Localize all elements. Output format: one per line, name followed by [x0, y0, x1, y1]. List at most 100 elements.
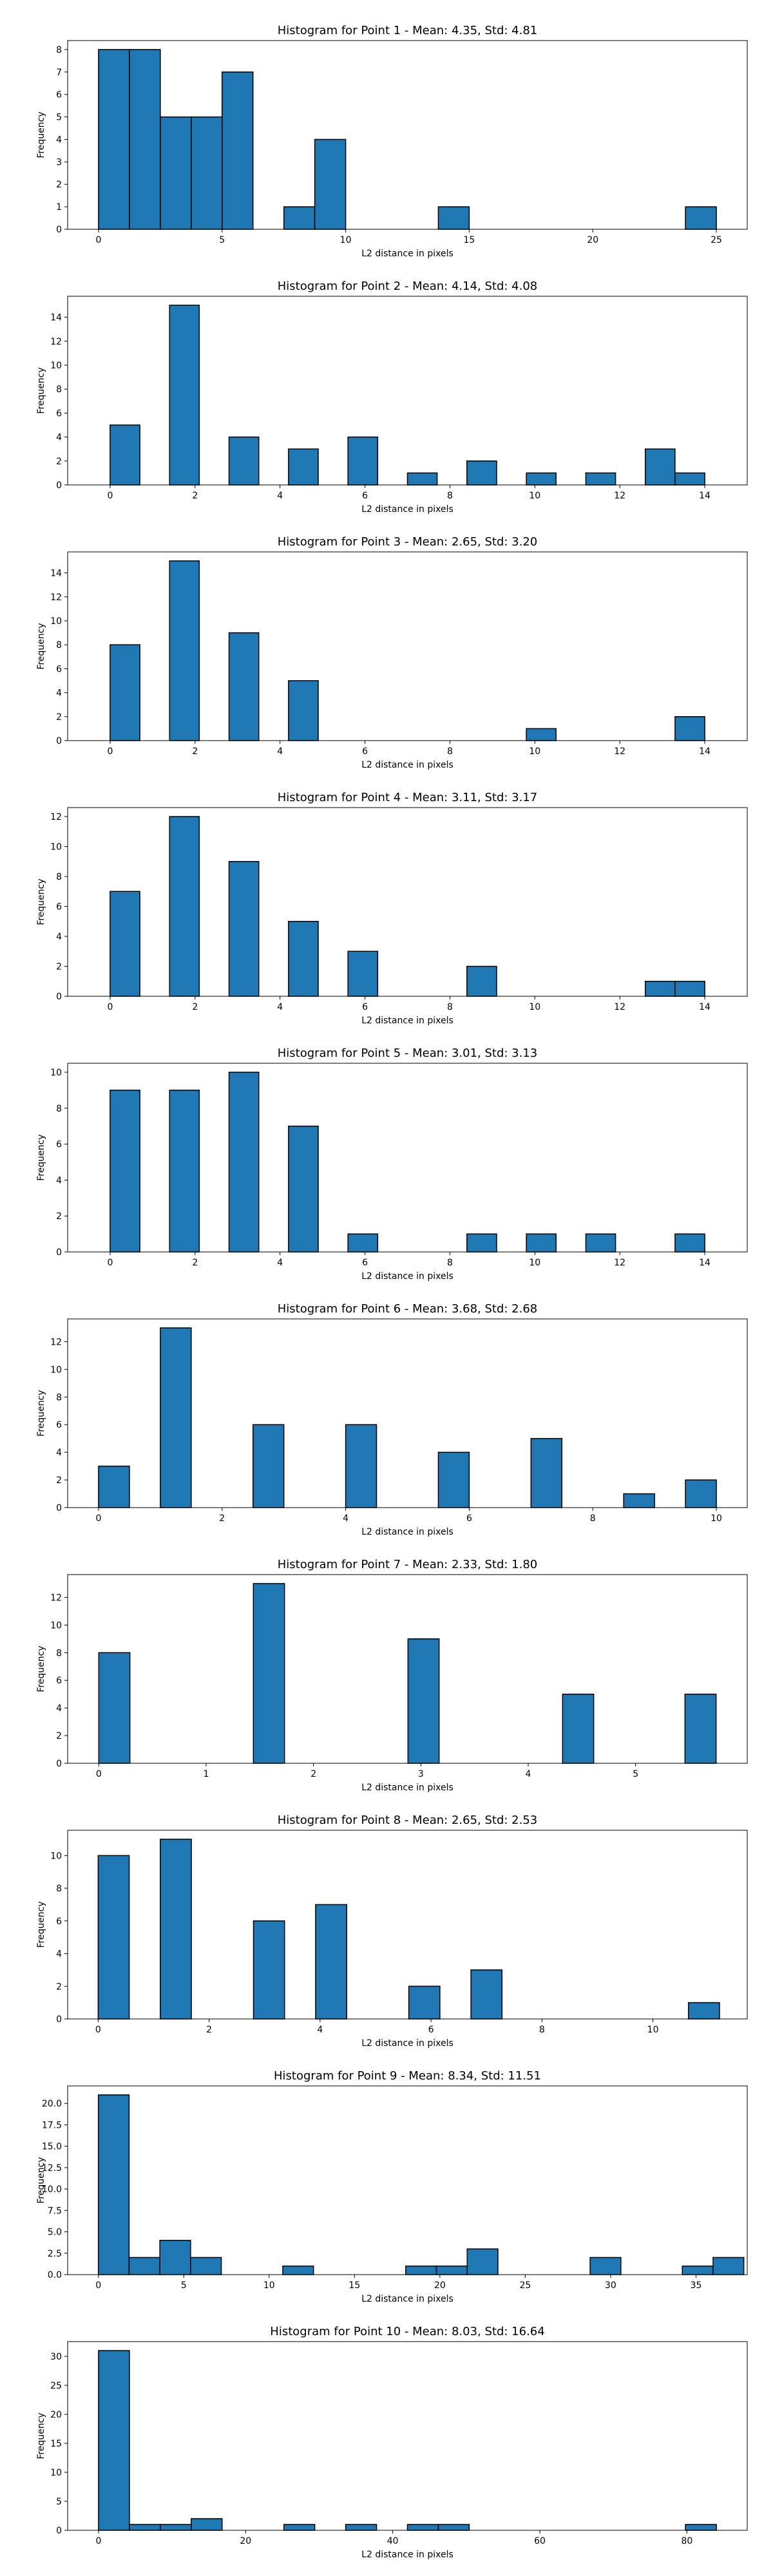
- x-tick-label: 3: [418, 1769, 424, 1779]
- axes-frame: [67, 40, 748, 230]
- x-tick-label: 0: [95, 2536, 101, 2546]
- histogram-bar: [685, 2524, 717, 2531]
- chart-panel-10: Histogram for Point 10 - Mean: 8.03, Std…: [36, 2325, 748, 2560]
- y-axis-label: Frequency: [36, 111, 46, 158]
- y-tick-label: 0: [56, 225, 62, 235]
- histogram-bar: [288, 680, 319, 741]
- histogram-bar: [253, 1583, 285, 1764]
- x-tick-label: 8: [447, 1002, 453, 1012]
- histogram-bar: [526, 728, 557, 741]
- histogram-bar: [347, 436, 379, 486]
- y-tick-label: 0: [56, 1759, 62, 1769]
- axes-frame: [67, 2085, 748, 2275]
- y-axis-label: Frequency: [36, 1901, 46, 1947]
- histogram-bar: [160, 116, 192, 230]
- y-tick-label: 0: [56, 1503, 62, 1513]
- chart-panel-1: Histogram for Point 1 - Mean: 4.35, Std:…: [36, 24, 748, 259]
- histogram-bar: [97, 2094, 130, 2275]
- y-tick-label: 6: [56, 902, 62, 912]
- chart-title: Histogram for Point 10 - Mean: 8.03, Std…: [270, 2325, 544, 2338]
- x-tick-label: 0: [107, 1002, 113, 1012]
- y-tick-label: 10: [50, 616, 62, 627]
- y-tick-label: 5: [56, 2497, 62, 2507]
- y-tick-label: 12.5: [42, 2163, 62, 2174]
- y-tick-label: 6: [56, 1420, 62, 1430]
- x-tick-label: 2: [192, 491, 198, 501]
- histogram-bar: [160, 1327, 192, 1508]
- histogram-bar: [190, 2257, 222, 2275]
- histogram-bar: [110, 1090, 140, 1253]
- histogram-bar: [129, 49, 161, 230]
- x-tick-label: 0: [95, 235, 101, 245]
- histogram-bar: [228, 436, 260, 486]
- histogram-bar: [283, 206, 316, 230]
- y-tick-label: 20: [50, 2410, 62, 2420]
- histogram-bar: [159, 2240, 191, 2275]
- x-tick-label: 10: [263, 2280, 275, 2291]
- x-tick-label: 4: [277, 1258, 283, 1268]
- x-tick-label: 12: [614, 1002, 625, 1012]
- histogram-bar: [191, 116, 223, 230]
- y-tick-label: 2: [56, 1475, 62, 1486]
- x-tick-label: 1: [204, 1769, 209, 1779]
- chart-title: Histogram for Point 4 - Mean: 3.11, Std:…: [278, 791, 538, 804]
- y-tick-label: 2: [56, 457, 62, 467]
- y-tick-label: 25: [50, 2381, 62, 2391]
- x-tick-label: 5: [219, 235, 225, 245]
- histogram-bar: [228, 860, 260, 997]
- x-tick-label: 25: [711, 235, 722, 245]
- histogram-bar: [98, 2350, 130, 2531]
- x-tick-label: 2: [192, 746, 198, 757]
- y-axis-label: Frequency: [36, 623, 46, 669]
- y-axis-label: Frequency: [36, 367, 46, 413]
- x-tick-label: 14: [699, 746, 711, 757]
- x-tick-label: 10: [529, 746, 540, 757]
- histogram-bar: [160, 1839, 192, 2020]
- y-tick-label: 14: [50, 569, 62, 579]
- histogram-bar: [406, 472, 438, 486]
- x-tick-label: 4: [343, 1513, 348, 1524]
- y-axis-label: Frequency: [36, 878, 46, 925]
- x-tick-label: 10: [711, 1513, 722, 1524]
- y-tick-label: 8: [56, 640, 62, 650]
- histogram-bar: [712, 2257, 745, 2275]
- y-tick-label: 10: [50, 1851, 62, 1861]
- histogram-bar: [282, 2265, 314, 2275]
- y-tick-label: 8: [56, 1104, 62, 1114]
- y-tick-label: 15.0: [42, 2142, 62, 2152]
- histogram-bar: [466, 2248, 499, 2275]
- histogram-bar: [685, 1479, 717, 1508]
- x-tick-label: 6: [466, 1513, 472, 1524]
- y-tick-label: 10: [50, 361, 62, 371]
- histogram-bar: [347, 1233, 379, 1253]
- chart-panel-6: Histogram for Point 6 - Mean: 3.68, Std:…: [36, 1302, 748, 1537]
- x-tick-label: 10: [529, 491, 540, 501]
- x-tick-label: 12: [614, 746, 625, 757]
- histogram-bar: [288, 1125, 319, 1253]
- histogram-bar: [684, 1693, 717, 1764]
- x-tick-label: 10: [340, 235, 352, 245]
- chart-panel-2: Histogram for Point 2 - Mean: 4.14, Std:…: [36, 279, 748, 515]
- y-tick-label: 0.0: [48, 2270, 62, 2280]
- chart-title: Histogram for Point 7 - Mean: 2.33, Std:…: [278, 1558, 538, 1571]
- histogram-bar: [674, 980, 705, 997]
- histogram-bar: [345, 1424, 377, 1508]
- histogram-bar: [437, 2524, 470, 2531]
- x-tick-label: 14: [699, 1258, 711, 1268]
- y-tick-label: 20.0: [42, 2099, 62, 2109]
- x-axis-label: L2 distance in pixels: [361, 760, 453, 770]
- x-tick-label: 4: [317, 2025, 323, 2035]
- x-tick-label: 12: [614, 491, 625, 501]
- axes-frame: [67, 1574, 748, 1764]
- histogram-bar: [110, 424, 140, 486]
- histogram-bar: [283, 2524, 316, 2531]
- histogram-bar: [98, 1465, 130, 1508]
- y-tick-label: 14: [50, 313, 62, 323]
- y-tick-label: 4: [56, 135, 62, 145]
- histogram-bar: [645, 448, 676, 486]
- histogram-bar: [645, 980, 676, 997]
- x-tick-label: 14: [699, 491, 711, 501]
- y-tick-label: 15: [50, 2439, 62, 2449]
- y-tick-label: 12: [50, 1593, 62, 1603]
- histogram-bar: [191, 2518, 223, 2531]
